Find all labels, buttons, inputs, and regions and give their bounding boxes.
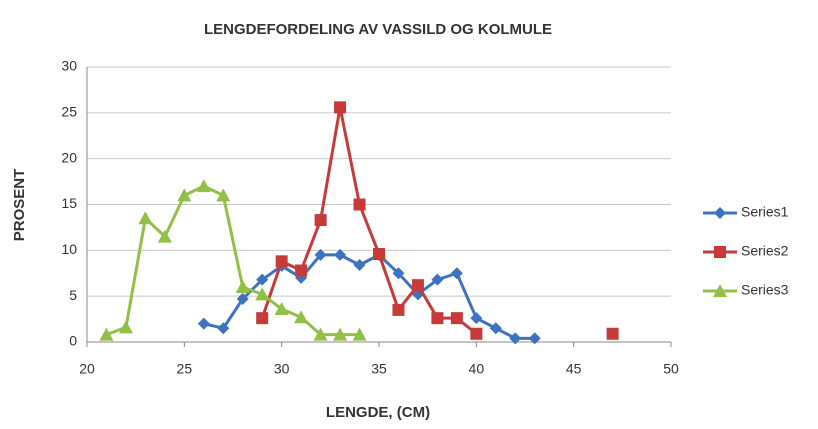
marker: [606, 327, 619, 340]
marker: [274, 302, 289, 315]
chart-title: LENGDEFORDELING AV VASSILD OG KOLMULE: [204, 21, 552, 38]
marker: [714, 207, 726, 219]
marker: [294, 310, 309, 324]
marker: [352, 327, 367, 341]
x-tick-label: 50: [663, 361, 679, 377]
legend-label: Series3: [741, 282, 789, 298]
x-tick-label: 25: [177, 361, 193, 377]
marker: [256, 312, 269, 325]
marker: [411, 279, 424, 292]
y-tick-label: 25: [61, 104, 77, 120]
marker: [334, 101, 347, 114]
y-tick-label: 5: [69, 287, 77, 303]
y-tick-label: 20: [61, 149, 77, 165]
marker: [255, 287, 270, 301]
marker: [334, 248, 347, 261]
marker: [431, 273, 444, 286]
y-tick-label: 15: [61, 195, 77, 211]
marker: [235, 280, 250, 293]
y-tick-label: 10: [61, 241, 77, 257]
marker: [314, 248, 327, 261]
marker: [509, 332, 522, 345]
marker: [392, 267, 405, 280]
x-tick-label: 30: [274, 361, 290, 377]
marker: [450, 312, 463, 325]
marker: [236, 292, 249, 305]
marker: [275, 255, 288, 268]
x-tick-label: 40: [469, 361, 485, 377]
marker: [353, 198, 366, 211]
x-tick-label: 45: [566, 361, 582, 377]
marker: [99, 327, 114, 341]
x-tick-label: 35: [371, 361, 387, 377]
legend-label: Series1: [741, 204, 789, 220]
marker: [431, 312, 444, 325]
marker: [353, 259, 366, 271]
marker: [196, 179, 211, 193]
marker: [489, 322, 502, 335]
y-tick-label: 30: [61, 58, 77, 74]
marker: [373, 248, 385, 260]
marker: [470, 327, 483, 340]
marker: [295, 264, 308, 277]
y-axis-label: PROSENT: [11, 169, 28, 242]
legend-label: Series2: [741, 243, 789, 259]
marker: [177, 188, 192, 202]
marker: [392, 303, 405, 316]
x-tick-label: 20: [79, 361, 95, 377]
marker: [216, 188, 231, 202]
marker: [118, 320, 133, 334]
marker: [256, 273, 269, 286]
marker: [714, 246, 726, 258]
marker: [313, 327, 328, 341]
marker: [470, 312, 483, 325]
marker: [217, 322, 230, 335]
marker: [528, 332, 541, 345]
marker: [713, 284, 727, 297]
marker: [450, 267, 463, 280]
marker: [138, 211, 153, 225]
marker: [333, 327, 348, 341]
x-axis-label: LENGDE, (CM): [326, 404, 430, 421]
marker: [197, 317, 210, 330]
y-tick-label: 0: [69, 333, 77, 349]
marker: [314, 214, 327, 227]
marker: [157, 229, 172, 243]
